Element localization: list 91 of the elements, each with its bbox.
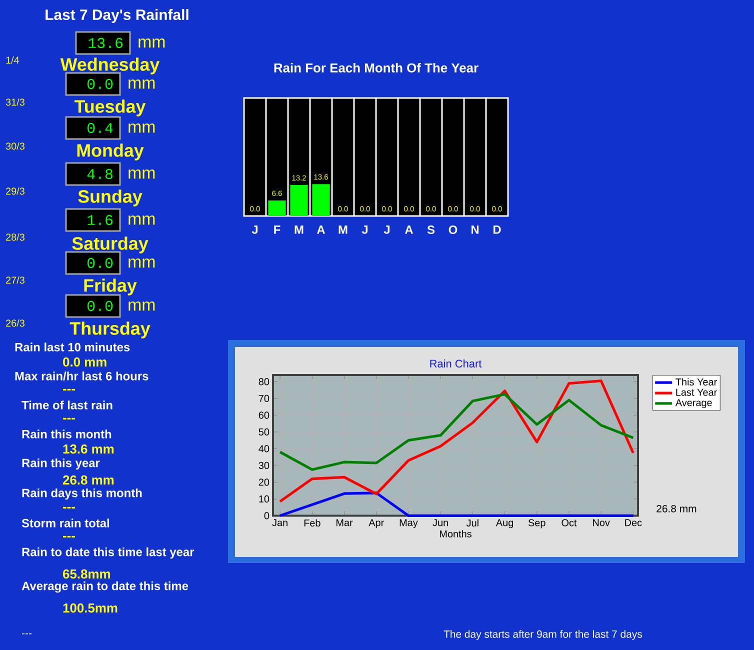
text: Rain last 10 minutes (15, 342, 130, 352)
y-tick-label: 70 (258, 394, 270, 402)
x-tick-label: M (294, 226, 304, 234)
text: mm (128, 79, 155, 89)
text: mm (128, 169, 155, 179)
legend-label: Average (675, 399, 712, 408)
text: Storm rain total (22, 518, 109, 528)
text: --- (63, 388, 75, 390)
text: --- (22, 633, 32, 634)
text: Rain to date this time last year (22, 547, 194, 559)
x-tick-label: Oct (562, 519, 577, 526)
text: 26.8 mm (656, 504, 696, 512)
text: Time of last rain (22, 400, 112, 410)
text: mm (128, 301, 155, 311)
text: 0.4 (87, 122, 113, 134)
x-tick-label: Mar (336, 519, 353, 526)
text: Last 7 Day's Rainfall (46, 9, 188, 23)
x-tick-label: Nov (593, 519, 610, 526)
y-tick-label: 20 (258, 478, 270, 486)
x-tick-label: J (384, 226, 390, 234)
text: Tuesday (74, 100, 146, 116)
line-series (278, 392, 634, 471)
text: 4.8 (87, 168, 112, 180)
text: 65.8mm (62, 569, 110, 579)
x-tick-label: Aug (496, 519, 514, 528)
x-tick-label: F (274, 226, 280, 234)
x-tick-label: Apr (368, 519, 384, 528)
text: Thursday (70, 322, 150, 338)
text: 13.6 (88, 38, 123, 48)
x-tick-label: S (427, 226, 435, 234)
text: Rain days this month (22, 488, 142, 500)
x-tick-label: Dec (625, 519, 642, 526)
x-axis-title: Months (440, 530, 472, 538)
y-tick-label: 0 (264, 512, 270, 520)
text: 30/3 (6, 142, 24, 150)
text: 26/3 (6, 319, 24, 327)
x-tick-label: May (400, 519, 418, 528)
x-tick-label: Jul (466, 519, 478, 527)
y-tick-label: 10 (259, 495, 270, 502)
text: 28/3 (6, 233, 24, 241)
text: The day starts after 9am for the last 7 days (444, 630, 642, 640)
x-tick-label: Jan (272, 519, 288, 526)
y-tick-label: 40 (258, 445, 270, 452)
legend-label: This Year (676, 378, 717, 386)
text: 0.0 mm (63, 357, 106, 367)
text: mm (138, 38, 165, 48)
text: 0.0 (87, 258, 113, 268)
text: mm (128, 215, 155, 225)
x-tick-label: A (316, 226, 325, 234)
text: Wednesday (60, 58, 160, 74)
x-tick-label: N (471, 226, 479, 234)
text: 31/3 (6, 98, 24, 106)
text: 1/4 (6, 56, 20, 64)
text: --- (63, 536, 75, 538)
text: Max rain/hr last 6 hours (15, 372, 148, 380)
text: mm (128, 258, 155, 268)
x-tick-label: Feb (304, 519, 320, 527)
text: 29/3 (6, 187, 24, 195)
text: Rain this year (22, 458, 100, 470)
text: Rain this month (22, 430, 112, 438)
y-tick-label: 80 (258, 378, 270, 386)
text: --- (63, 418, 75, 420)
text: --- (63, 506, 75, 508)
text: Friday (84, 278, 137, 296)
x-tick-label: Jun (432, 519, 448, 526)
line-series (278, 380, 634, 503)
text: 26.8 mm (62, 475, 114, 485)
text: 100.5mm (63, 603, 118, 613)
chart-title: Rain Chart (430, 359, 482, 368)
text: 27/3 (6, 276, 24, 284)
text: Average rain to date this time (22, 581, 188, 593)
text: 0.0 (87, 300, 113, 312)
x-tick-label: M (338, 226, 348, 234)
x-tick-label: Sep (528, 519, 546, 528)
chart-title: Rain For Each Month Of The Year (274, 62, 478, 72)
legend-label: Last Year (676, 388, 717, 396)
text: mm (128, 123, 155, 133)
text: Saturday (72, 236, 148, 254)
text: Sunday (78, 190, 142, 206)
text: 13.6 mm (63, 444, 114, 454)
text: 0.0 (87, 78, 113, 90)
y-tick-label: 50 (258, 428, 270, 436)
x-tick-label: J (252, 226, 258, 234)
x-tick-label: D (493, 226, 501, 234)
y-tick-label: 30 (258, 462, 270, 469)
text: Monday (77, 144, 144, 160)
x-tick-label: A (404, 226, 413, 234)
x-tick-label: J (362, 226, 368, 234)
y-tick-label: 60 (258, 412, 270, 419)
x-tick-label: O (448, 226, 458, 234)
text: 1.6 (88, 214, 113, 226)
